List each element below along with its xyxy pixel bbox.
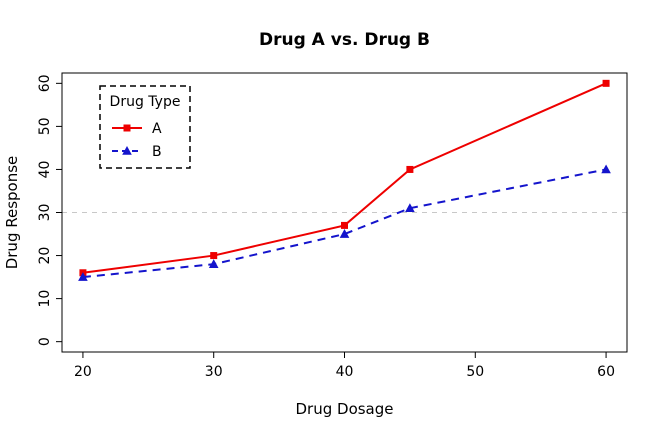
data-point-marker — [406, 165, 414, 173]
data-point-marker — [601, 164, 611, 174]
legend-marker — [122, 146, 132, 155]
legend-entry-label: A — [152, 121, 162, 137]
series-line — [82, 168, 607, 279]
x-tick-label: 60 — [597, 364, 615, 380]
y-tick-label: 20 — [37, 247, 53, 265]
legend: Drug Type AB — [99, 85, 191, 169]
data-point-marker — [210, 252, 218, 260]
data-point-marker — [339, 229, 350, 238]
y-axis-label: Drug Response — [3, 156, 21, 270]
y-tick-label: 60 — [37, 74, 53, 92]
y-tick-label: 0 — [37, 337, 53, 346]
chart-title: Drug A vs. Drug B — [259, 30, 430, 50]
y-tick-label: 30 — [37, 204, 53, 222]
data-point-marker — [341, 221, 348, 229]
legend-entry-label: B — [152, 144, 162, 160]
series-B — [78, 164, 611, 281]
x-axis-label: Drug Dosage — [296, 400, 394, 418]
data-point-marker — [78, 272, 88, 281]
y-tick-label: 50 — [37, 117, 53, 135]
legend-marker — [123, 124, 131, 132]
data-point-marker — [602, 79, 610, 87]
x-tick-label: 40 — [336, 364, 354, 380]
y-tick-label: 40 — [37, 161, 53, 179]
data-point-marker — [208, 259, 219, 268]
legend-title: Drug Type — [110, 94, 181, 110]
data-point-marker — [405, 203, 415, 212]
x-tick-label: 30 — [205, 364, 223, 380]
legend-box — [99, 85, 191, 169]
y-tick-label: 10 — [37, 290, 53, 308]
x-tick-label: 20 — [74, 364, 92, 380]
x-tick-label: 50 — [466, 364, 484, 380]
